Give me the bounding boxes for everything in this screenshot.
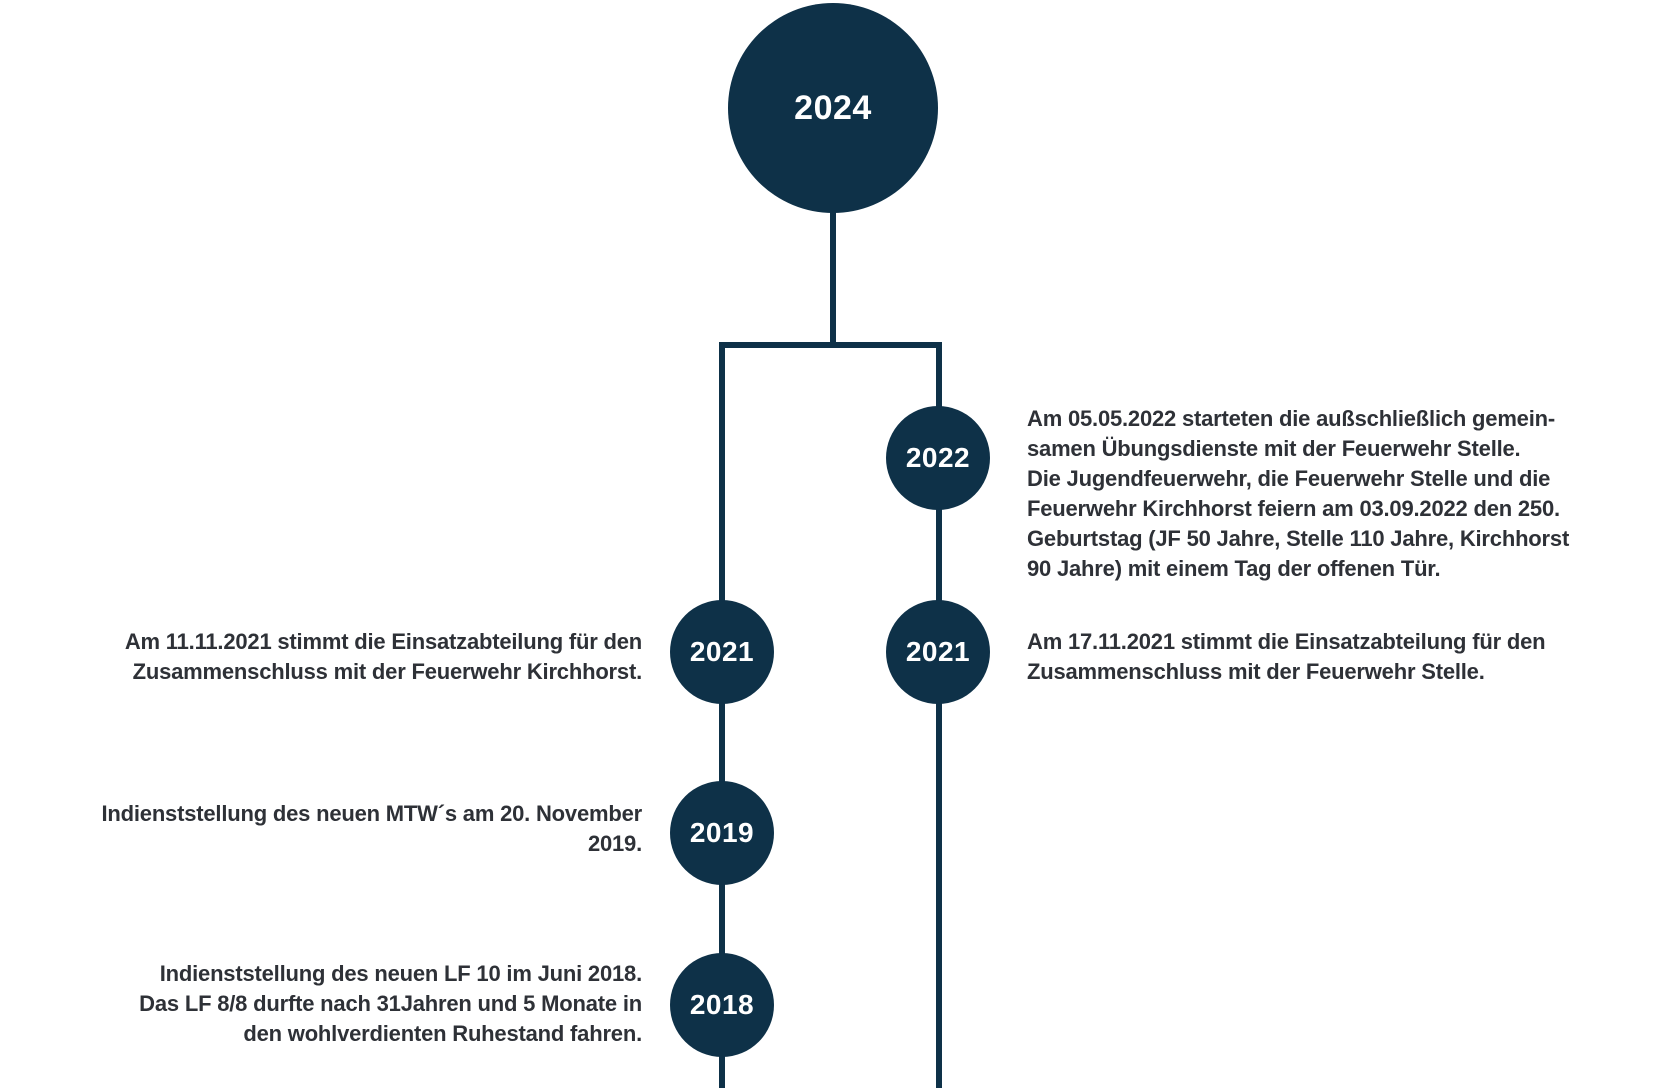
timeline-node-2022: 2022: [886, 406, 990, 510]
connector-root-stem: [830, 205, 836, 347]
year-label-2021-left: 2021: [689, 636, 755, 667]
year-label-2019: 2019: [689, 817, 755, 848]
connector-right-branch: [936, 342, 942, 1088]
event-text-2019: Indienststellung des neuen MTW´s am 20. …: [101, 801, 642, 856]
timeline-node-2024: 2024: [728, 3, 938, 213]
event-text-2018: Indienststellung des neuen LF 10 im Juni…: [139, 961, 642, 1046]
timeline-node-2019: 2019: [670, 781, 774, 885]
timeline-node-2018: 2018: [670, 953, 774, 1057]
connector-left-branch: [719, 342, 725, 1088]
year-label-2022: 2022: [905, 442, 971, 473]
connector-branch-bar: [719, 342, 942, 348]
event-text-2021-left: Am 11.11.2021 stimmt die Einsatzabteilun…: [124, 629, 642, 684]
event-text-2022: Am 05.05.2022 starteten die außschließli…: [1027, 406, 1570, 581]
year-label-2021-right: 2021: [905, 636, 971, 667]
timeline-node-2021-left: 2021: [670, 600, 774, 704]
year-label-2024: 2024: [794, 88, 872, 127]
timeline-node-2021-right: 2021: [886, 600, 990, 704]
event-text-2021-right: Am 17.11.2021 stimmt die Einsatzabteilun…: [1027, 629, 1546, 684]
year-label-2018: 2018: [689, 989, 755, 1020]
